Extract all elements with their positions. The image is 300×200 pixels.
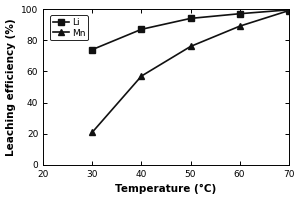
X-axis label: Temperature (°C): Temperature (°C) <box>115 184 217 194</box>
Mn <box>287 9 290 12</box>
Y-axis label: Leaching efficiency (%): Leaching efficiency (%) <box>6 18 16 156</box>
Mn <box>91 131 94 133</box>
Li <box>238 13 242 15</box>
Line: Mn: Mn <box>89 8 292 135</box>
Li <box>140 28 143 31</box>
Mn <box>189 45 192 48</box>
Li <box>287 9 290 11</box>
Mn <box>238 25 242 27</box>
Li <box>91 48 94 51</box>
Li <box>189 17 192 20</box>
Line: Li: Li <box>89 7 292 52</box>
Legend: Li, Mn: Li, Mn <box>50 15 88 40</box>
Mn <box>140 75 143 77</box>
